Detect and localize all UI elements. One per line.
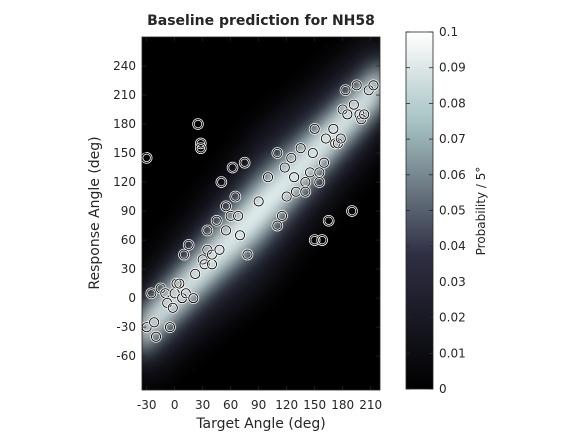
data-points (142, 79, 380, 343)
colorbar-tick-label: 0.09 (439, 61, 466, 75)
data-point (195, 138, 206, 149)
data-point (309, 123, 320, 134)
y-tick-label: 60 (121, 233, 136, 247)
data-point (281, 191, 292, 202)
y-axis-ticks: -60 -30 0 30 60 90 120 150 180 210 240 (113, 59, 380, 363)
data-point (242, 249, 253, 260)
data-point (346, 206, 358, 217)
data-point (359, 109, 370, 120)
data-point (279, 162, 290, 173)
data-point (225, 210, 236, 221)
y-tick-label: 120 (113, 175, 136, 189)
x-tick-label: 60 (223, 398, 238, 412)
y-tick-label: -30 (116, 320, 136, 334)
plot-frame (141, 36, 381, 391)
y-axis-label: Response Angle (deg) (87, 136, 103, 289)
plot-area: -30 0 30 60 90 120 150 180 210 -60 -30 0 30 60 90 120 1… (113, 36, 382, 412)
data-point (233, 210, 244, 221)
data-point (220, 201, 232, 212)
colorbar-tick-label: 0 (439, 382, 447, 396)
data-point (234, 230, 246, 241)
data-point (320, 133, 331, 144)
data-point (348, 99, 359, 110)
data-point (286, 152, 297, 163)
data-point (195, 143, 206, 154)
data-point (167, 302, 178, 313)
x-axis-label: Target Angle (deg) (195, 416, 325, 432)
data-point (253, 196, 264, 207)
colorbar-tick-label: 0.08 (439, 96, 466, 110)
data-point (183, 239, 194, 250)
data-point (272, 220, 283, 231)
y-tick-label: 240 (113, 59, 136, 73)
colorbar-tick-label: 0.03 (439, 275, 466, 289)
y-tick-label: 150 (113, 146, 136, 160)
colorbar-tick-label: 0.05 (439, 204, 466, 218)
colorbar-gradient (405, 31, 434, 390)
data-point (239, 157, 250, 168)
x-axis-ticks: -30 0 30 60 90 120 150 180 210 (137, 37, 382, 412)
data-point (307, 148, 318, 159)
colorbar-tick-label: 0.07 (439, 132, 466, 146)
colorbar-tick-label: 0.1 (439, 25, 458, 39)
data-point (335, 133, 346, 144)
data-point (146, 288, 157, 299)
colorbar: 0 0.01 0.02 0.03 0.04 0.05 0.06 0.07 0.08 0.09 0.1… (405, 25, 488, 396)
data-point (216, 177, 227, 188)
data-point (262, 172, 274, 183)
data-point (230, 191, 241, 202)
data-point (289, 172, 300, 183)
data-point (309, 235, 320, 246)
x-tick-label: 180 (331, 398, 354, 412)
data-point (174, 278, 185, 289)
y-tick-label: 0 (128, 291, 136, 305)
data-point (149, 317, 160, 328)
data-point (227, 162, 238, 173)
data-point (323, 215, 334, 226)
y-tick-label: 210 (113, 88, 136, 102)
data-point (202, 225, 213, 236)
x-tick-label: 120 (275, 398, 298, 412)
x-tick-label: 30 (195, 398, 210, 412)
data-point (340, 85, 351, 96)
data-point (214, 244, 225, 255)
data-point (314, 177, 325, 188)
data-point (300, 186, 311, 197)
data-point (190, 268, 201, 279)
chart-title: Baseline prediction for NH58 (147, 13, 375, 29)
data-point (342, 109, 353, 120)
data-point (150, 331, 162, 342)
data-point (328, 123, 339, 134)
data-point (188, 293, 199, 304)
data-point (164, 322, 176, 333)
data-point (199, 259, 210, 270)
data-point (220, 225, 232, 236)
colorbar-tick-label: 0.04 (439, 239, 466, 253)
data-point (295, 143, 306, 154)
y-tick-label: 90 (121, 204, 136, 218)
data-point (178, 249, 190, 260)
x-tick-label: 0 (171, 398, 179, 412)
data-point (192, 118, 204, 130)
colorbar-tick-label: 0.01 (439, 346, 466, 360)
data-point (272, 148, 283, 159)
colorbar-tick-label: 0.06 (439, 168, 466, 182)
data-point (317, 235, 328, 246)
colorbar-label: Probability / 5° (474, 167, 488, 256)
y-tick-label: 30 (121, 262, 136, 276)
y-tick-label: 180 (113, 117, 136, 131)
x-tick-label: 150 (303, 398, 326, 412)
y-tick-label: -60 (116, 349, 136, 363)
data-point (211, 215, 222, 226)
data-point (351, 80, 362, 91)
data-point (318, 157, 330, 168)
x-tick-label: 210 (359, 398, 382, 412)
x-tick-label: -30 (137, 398, 157, 412)
data-point (368, 80, 379, 91)
colorbar-ticks: 0 0.01 0.02 0.03 0.04 0.05 0.06 0.07 0.08 0.09 0.1 (406, 25, 466, 396)
data-point (276, 210, 288, 221)
colorbar-tick-label: 0.02 (439, 311, 466, 325)
x-tick-label: 90 (251, 398, 266, 412)
